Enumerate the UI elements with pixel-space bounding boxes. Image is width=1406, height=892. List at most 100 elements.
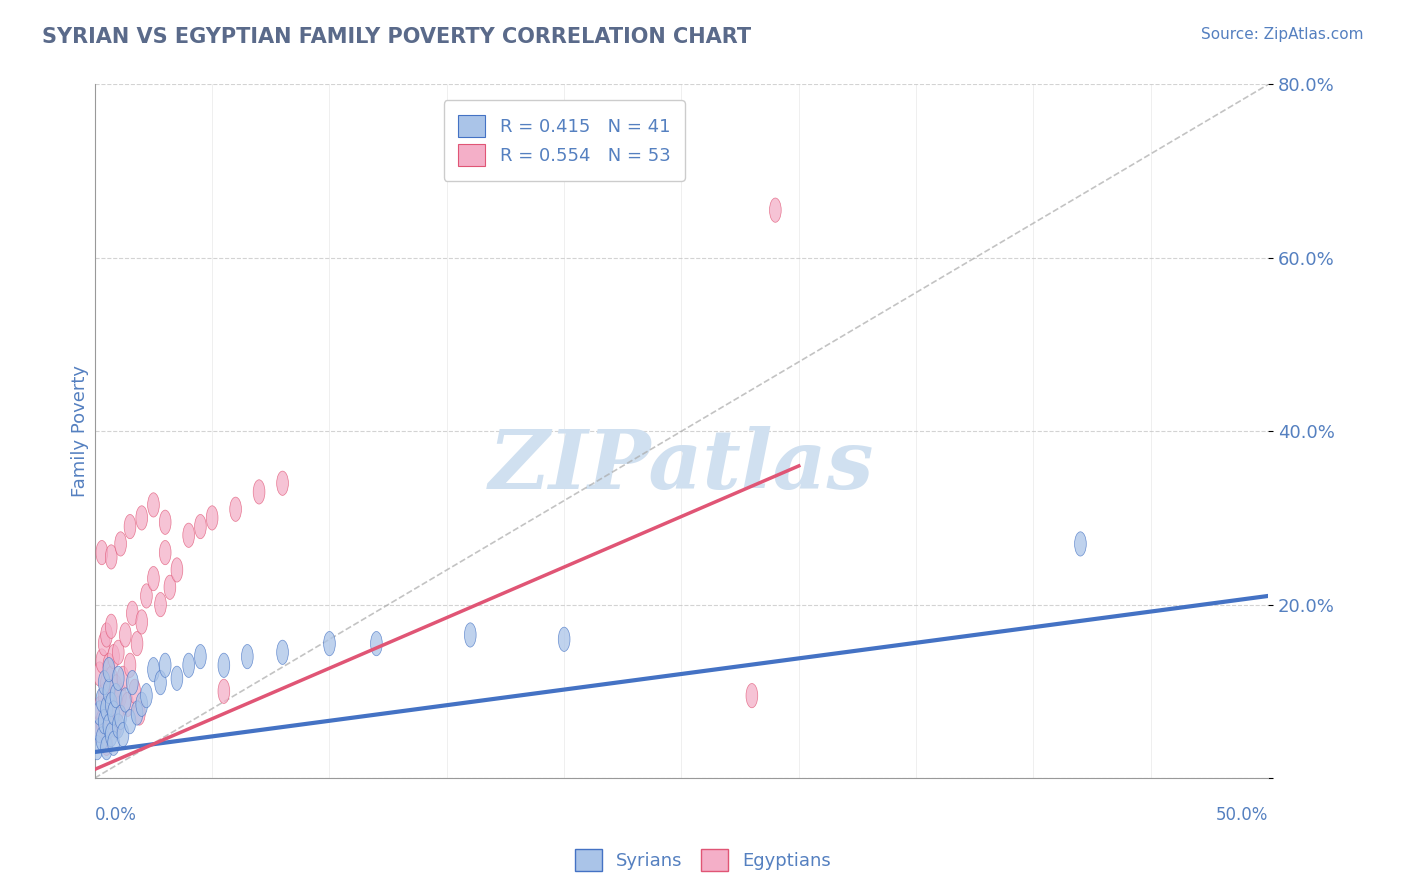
Ellipse shape	[96, 541, 108, 565]
Ellipse shape	[159, 541, 172, 565]
Legend: Syrians, Egyptians: Syrians, Egyptians	[568, 842, 838, 879]
Text: SYRIAN VS EGYPTIAN FAMILY POVERTY CORRELATION CHART: SYRIAN VS EGYPTIAN FAMILY POVERTY CORREL…	[42, 27, 751, 46]
Ellipse shape	[103, 714, 115, 738]
Ellipse shape	[253, 480, 264, 504]
Ellipse shape	[194, 515, 207, 539]
Ellipse shape	[124, 653, 136, 677]
Ellipse shape	[108, 688, 120, 712]
Ellipse shape	[183, 653, 194, 677]
Ellipse shape	[242, 645, 253, 669]
Ellipse shape	[131, 701, 143, 725]
Ellipse shape	[112, 666, 124, 690]
Ellipse shape	[371, 632, 382, 656]
Ellipse shape	[101, 736, 112, 760]
Ellipse shape	[112, 714, 124, 738]
Ellipse shape	[98, 632, 110, 656]
Ellipse shape	[94, 718, 105, 742]
Ellipse shape	[183, 523, 194, 548]
Ellipse shape	[108, 731, 120, 756]
Y-axis label: Family Poverty: Family Poverty	[72, 365, 89, 497]
Ellipse shape	[98, 709, 110, 734]
Ellipse shape	[207, 506, 218, 530]
Ellipse shape	[98, 671, 110, 695]
Text: 0.0%: 0.0%	[94, 805, 136, 823]
Ellipse shape	[218, 653, 229, 677]
Ellipse shape	[134, 701, 145, 725]
Ellipse shape	[105, 615, 117, 639]
Ellipse shape	[96, 688, 108, 712]
Ellipse shape	[148, 566, 159, 591]
Ellipse shape	[96, 648, 108, 673]
Ellipse shape	[110, 714, 122, 738]
Ellipse shape	[91, 736, 103, 760]
Ellipse shape	[131, 632, 143, 656]
Ellipse shape	[124, 515, 136, 539]
Ellipse shape	[127, 671, 138, 695]
Ellipse shape	[110, 683, 122, 707]
Ellipse shape	[148, 492, 159, 517]
Ellipse shape	[747, 683, 758, 707]
Ellipse shape	[1074, 532, 1087, 556]
Ellipse shape	[101, 731, 112, 756]
Ellipse shape	[112, 697, 124, 721]
Ellipse shape	[148, 657, 159, 681]
Ellipse shape	[155, 592, 166, 616]
Ellipse shape	[108, 645, 120, 669]
Ellipse shape	[105, 723, 117, 747]
Ellipse shape	[101, 671, 112, 695]
Ellipse shape	[115, 706, 127, 730]
Ellipse shape	[103, 653, 115, 677]
Text: Source: ZipAtlas.com: Source: ZipAtlas.com	[1201, 27, 1364, 42]
Ellipse shape	[115, 532, 127, 556]
Ellipse shape	[120, 623, 131, 647]
Ellipse shape	[122, 692, 134, 716]
Ellipse shape	[101, 623, 112, 647]
Ellipse shape	[120, 688, 131, 712]
Ellipse shape	[159, 653, 172, 677]
Ellipse shape	[769, 198, 782, 222]
Ellipse shape	[96, 727, 108, 751]
Ellipse shape	[558, 627, 569, 651]
Ellipse shape	[323, 632, 336, 656]
Ellipse shape	[155, 671, 166, 695]
Ellipse shape	[110, 675, 122, 699]
Ellipse shape	[117, 723, 129, 747]
Ellipse shape	[117, 666, 129, 690]
Ellipse shape	[94, 701, 105, 725]
Ellipse shape	[105, 692, 117, 716]
Ellipse shape	[141, 683, 152, 707]
Ellipse shape	[159, 510, 172, 534]
Ellipse shape	[115, 683, 127, 707]
Ellipse shape	[194, 645, 207, 669]
Ellipse shape	[165, 575, 176, 599]
Text: 50.0%: 50.0%	[1216, 805, 1268, 823]
Ellipse shape	[464, 623, 477, 647]
Ellipse shape	[94, 697, 105, 721]
Ellipse shape	[277, 471, 288, 495]
Ellipse shape	[96, 709, 108, 734]
Ellipse shape	[229, 497, 242, 522]
Ellipse shape	[94, 662, 105, 686]
Ellipse shape	[172, 558, 183, 582]
Ellipse shape	[218, 679, 229, 704]
Ellipse shape	[172, 666, 183, 690]
Legend: R = 0.415   N = 41, R = 0.554   N = 53: R = 0.415 N = 41, R = 0.554 N = 53	[443, 101, 685, 180]
Ellipse shape	[98, 683, 110, 707]
Ellipse shape	[105, 666, 117, 690]
Ellipse shape	[103, 657, 115, 681]
Ellipse shape	[112, 640, 124, 665]
Ellipse shape	[136, 610, 148, 634]
Ellipse shape	[105, 706, 117, 730]
Ellipse shape	[129, 679, 141, 704]
Ellipse shape	[124, 709, 136, 734]
Ellipse shape	[108, 701, 120, 725]
Ellipse shape	[103, 692, 115, 716]
Ellipse shape	[103, 679, 115, 704]
Ellipse shape	[277, 640, 288, 665]
Text: ZIPatlas: ZIPatlas	[489, 425, 875, 506]
Ellipse shape	[136, 506, 148, 530]
Ellipse shape	[127, 601, 138, 625]
Ellipse shape	[105, 545, 117, 569]
Ellipse shape	[136, 692, 148, 716]
Ellipse shape	[141, 583, 152, 608]
